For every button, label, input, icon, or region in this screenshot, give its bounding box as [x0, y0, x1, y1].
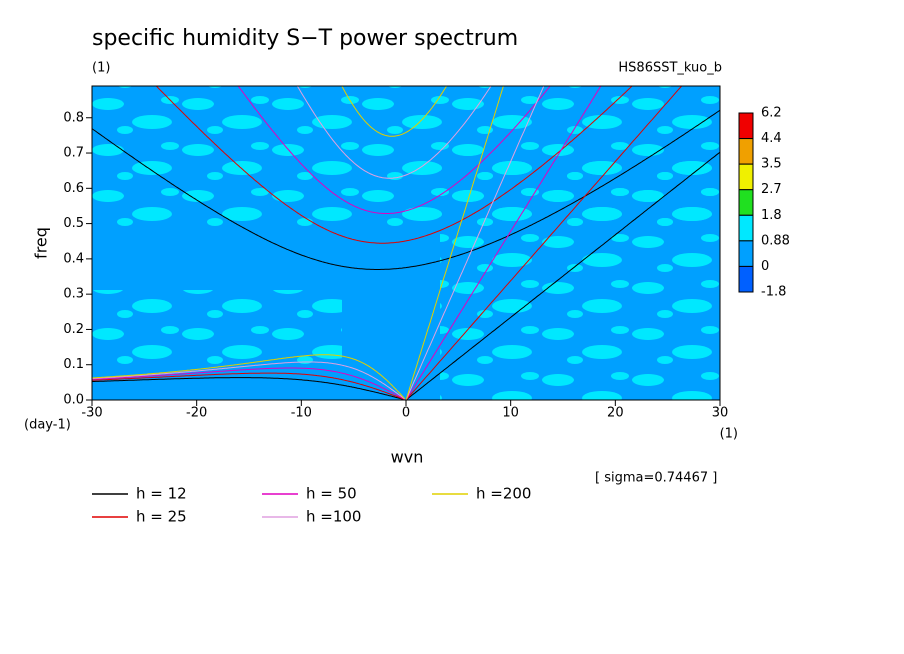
dispersion-curve [92, 109, 720, 270]
colorbar-label: 3.5 [761, 157, 782, 172]
colorbar-box [738, 138, 754, 165]
dispersion-curve [405, 86, 683, 400]
note: [ sigma=0.74467 ] [595, 471, 717, 486]
x-tick-label: 20 [607, 406, 624, 421]
y-tick-label: 0.5 [63, 216, 84, 231]
colorbar-box [738, 189, 754, 216]
dispersion-curve [92, 354, 406, 399]
x-tick-label: 0 [402, 406, 410, 421]
y-tick-label: 0.1 [63, 357, 84, 372]
run-label: HS86SST_kuo_b [618, 61, 722, 76]
y-tick-label: 0.3 [63, 287, 84, 302]
dispersion-curve [405, 151, 720, 400]
x-axis-label: wvn [391, 448, 424, 467]
colorbar-box [738, 112, 754, 140]
colorbar-label: 6.2 [761, 106, 782, 121]
y-tick-label: 0.2 [63, 322, 84, 337]
legend-label: h = 50 [306, 485, 357, 503]
legend-label: h =200 [476, 485, 531, 503]
colorbar-box [738, 240, 754, 267]
y-tick-label: 0.4 [63, 251, 84, 266]
dispersion-curve [92, 372, 405, 400]
dispersion-curve [405, 86, 602, 400]
x-tick-label: -20 [186, 406, 207, 421]
y-unit: (day-1) [24, 418, 71, 433]
dispersion-curve [237, 86, 551, 214]
dispersion-curve [155, 86, 633, 244]
subtitle: (1) [92, 61, 110, 76]
colorbar-label: 4.4 [761, 131, 782, 146]
field-texture [440, 150, 720, 400]
y-tick-label: 0.7 [63, 146, 84, 161]
legend-label: h =100 [306, 508, 361, 526]
plot-area [92, 86, 720, 400]
y-axis-label: freq [32, 227, 51, 259]
dispersion-curve [341, 86, 448, 137]
colorbar-label: 0 [761, 259, 769, 274]
x-tick-label: -10 [291, 406, 312, 421]
dispersion-curve [405, 86, 504, 400]
colorbar-label: 0.88 [761, 233, 790, 248]
x-tick-label: -30 [81, 406, 102, 421]
x-tick-label: 10 [502, 406, 519, 421]
dispersion-curve [405, 86, 545, 400]
colorbar-label: 1.8 [761, 208, 782, 223]
dispersion-curve [92, 367, 405, 400]
curves [92, 86, 720, 400]
colorbar-box [738, 163, 754, 191]
x-tick-label: 30 [712, 406, 729, 421]
y-tick-label: 0.8 [63, 110, 84, 125]
colorbar-label: 2.7 [761, 182, 782, 197]
legend-label: h = 25 [136, 508, 187, 526]
dispersion-curve [92, 361, 406, 400]
colorbar-label: -1.8 [761, 285, 786, 300]
x-unit: (1) [720, 427, 738, 442]
y-tick-label: 0.6 [63, 181, 84, 196]
chart-title: specific humidity S−T power spectrum [92, 26, 518, 51]
colorbar-box [738, 265, 754, 293]
field-texture [92, 290, 342, 370]
y-tick-label: 0.0 [63, 393, 84, 408]
dispersion-curve [92, 377, 405, 400]
legend-label: h = 12 [136, 485, 187, 503]
dispersion-curve [296, 86, 492, 179]
colorbar-box [738, 214, 754, 242]
